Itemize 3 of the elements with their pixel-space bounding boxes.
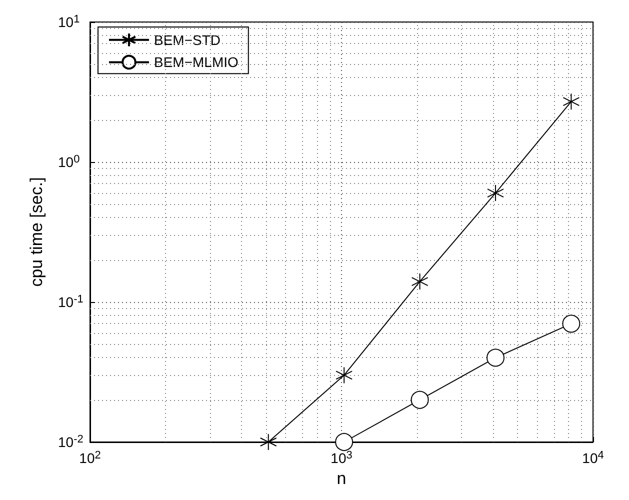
x-axis-title: n — [336, 469, 346, 488]
legend-label: BEM−MLMIO — [154, 54, 239, 70]
y-axis-title: cpu time [sec.] — [27, 177, 46, 287]
